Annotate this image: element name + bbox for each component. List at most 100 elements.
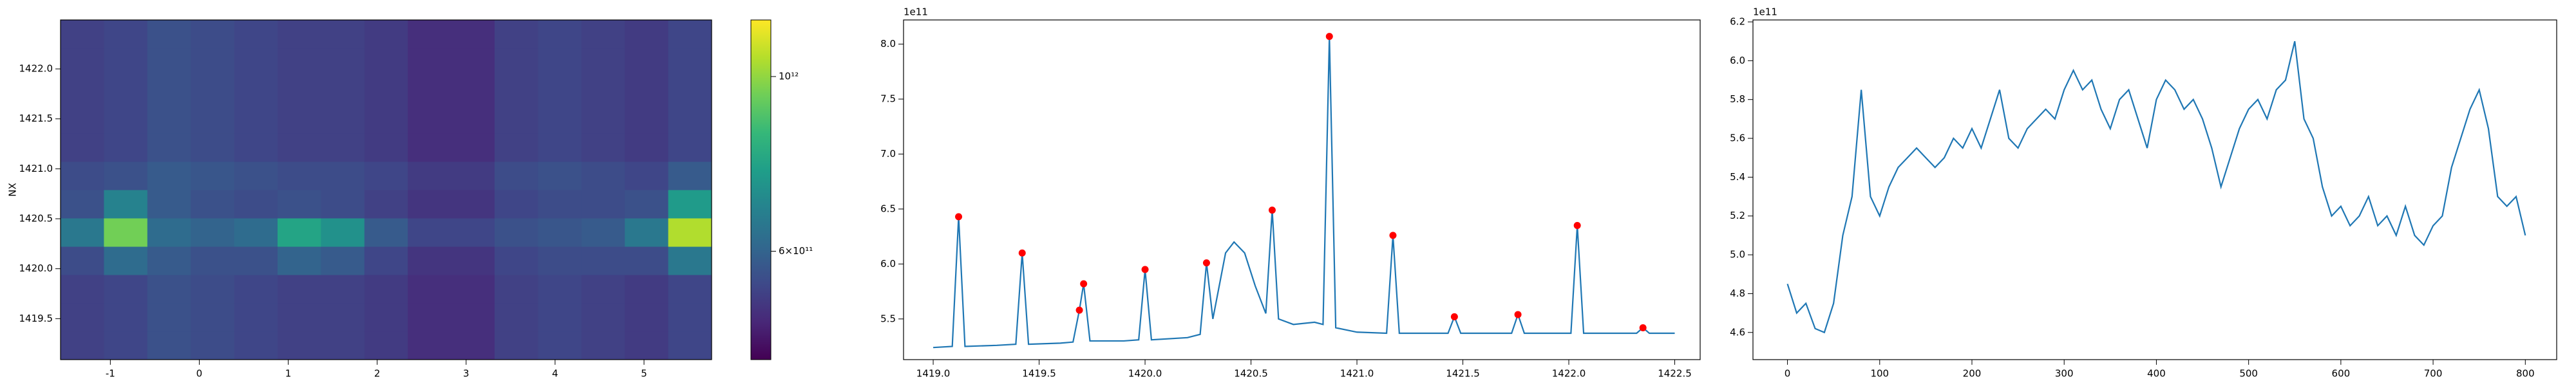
x-tick-label: 500	[2239, 368, 2258, 380]
x-tick-label: 1	[285, 368, 292, 380]
x-tick-label: 400	[2147, 368, 2166, 380]
heatmap-cell	[61, 190, 104, 219]
heatmap-cell	[61, 105, 104, 134]
heatmap-cell	[364, 77, 408, 106]
y-tick-label: 4.6	[1730, 326, 1745, 338]
heatmap-cell	[408, 246, 452, 275]
y-tick-label: 6.5	[880, 203, 896, 214]
peak-marker	[1514, 311, 1522, 318]
heatmap-cell	[234, 217, 278, 247]
heatmap-cell	[625, 77, 669, 106]
heatmap-cell	[147, 77, 191, 106]
heatmap-cell	[278, 302, 321, 332]
heatmap-cell	[625, 161, 669, 190]
heatmap-cell	[234, 48, 278, 77]
heatmap-cell	[538, 217, 582, 247]
y-tick-label: 6.0	[1730, 55, 1745, 66]
x-tick-label: 1421.0	[1340, 368, 1374, 380]
heatmap-cell	[191, 105, 235, 134]
heatmap-cell	[61, 217, 104, 247]
heatmap-cell	[61, 77, 104, 106]
heatmap-cell	[625, 133, 669, 162]
heatmap-cell	[495, 48, 538, 77]
heatmap-cell	[147, 275, 191, 304]
heatmap-cell	[278, 105, 321, 134]
heatmap-cell	[278, 77, 321, 106]
peak-marker	[1639, 324, 1647, 331]
heatmap-cell	[191, 190, 235, 219]
peak-marker	[1202, 259, 1210, 267]
heatmap-cell	[668, 133, 712, 162]
heatmap-cell	[364, 275, 408, 304]
heatmap-cell	[538, 302, 582, 332]
heatmap-cell	[364, 331, 408, 360]
heatmap-cell	[364, 20, 408, 49]
x-tick-label: 1422.0	[1552, 368, 1586, 380]
heatmap-cell	[495, 331, 538, 360]
heatmap-cell	[147, 302, 191, 332]
heatmap-cell	[581, 217, 625, 247]
heatmap-cell	[278, 217, 321, 247]
heatmap-cell	[234, 246, 278, 275]
heatmap-cell	[538, 275, 582, 304]
heatmap-cell	[581, 133, 625, 162]
heatmap-cell	[234, 161, 278, 190]
heatmap-cell	[364, 302, 408, 332]
heatmap-cell	[104, 246, 148, 275]
heatmap-cell	[321, 105, 365, 134]
heatmap-cell	[61, 20, 104, 49]
heatmap-cell	[234, 20, 278, 49]
heatmap-cell	[408, 217, 452, 247]
heatmap-cell	[104, 48, 148, 77]
x-tick-label: 1420.0	[1128, 368, 1162, 380]
heatmap-cell	[278, 246, 321, 275]
heatmap-cell	[581, 48, 625, 77]
y-offset-label: 1e11	[904, 6, 928, 18]
y-offset-label: 1e11	[1753, 6, 1777, 18]
heatmap-cell	[581, 77, 625, 106]
heatmap-cell	[625, 48, 669, 77]
heatmap-cell	[321, 190, 365, 219]
heatmap-cell	[364, 133, 408, 162]
heatmap-cell	[364, 48, 408, 77]
x-tick-label: 700	[2424, 368, 2443, 380]
y-tick-label: 5.4	[1730, 171, 1745, 183]
heatmap-cell	[278, 133, 321, 162]
axes-frame	[1752, 19, 2557, 360]
heatmap-cell	[364, 105, 408, 134]
heatmap-cell	[451, 133, 495, 162]
heatmap-cell	[668, 246, 712, 275]
heatmap-cell	[451, 331, 495, 360]
heatmap-cell	[668, 77, 712, 106]
heatmap-cell	[451, 302, 495, 332]
heatmap-cell	[495, 77, 538, 106]
heatmap-cell	[61, 48, 104, 77]
heatmap-cell	[408, 302, 452, 332]
heatmap-cell	[147, 105, 191, 134]
heatmap-cell	[234, 331, 278, 360]
heatmap-cell	[364, 217, 408, 247]
heatmap-cell	[581, 246, 625, 275]
heatmap-cell	[321, 302, 365, 332]
heatmap-cell	[147, 20, 191, 49]
data-line	[933, 36, 1675, 349]
heatmap-cell	[668, 217, 712, 247]
heatmap-cell	[147, 246, 191, 275]
heatmap-cell	[321, 246, 365, 275]
peak-marker	[1268, 207, 1276, 214]
y-tick-label: 4.8	[1730, 288, 1745, 299]
peak-marker	[1080, 280, 1088, 288]
y-tick-label: 7.5	[880, 93, 896, 105]
peak-marker	[1325, 33, 1333, 41]
heatmap-cell	[581, 302, 625, 332]
peak-marker	[1075, 306, 1083, 314]
x-tick-label: 3	[463, 368, 469, 380]
heatmap-cell	[234, 275, 278, 304]
heatmap-cell	[538, 161, 582, 190]
x-tick-label: 5	[641, 368, 647, 380]
y-tick-label: 8.0	[880, 38, 896, 50]
y-tick-label: 1421.0	[19, 163, 53, 174]
heatmap-cell	[581, 275, 625, 304]
heatmap-cell	[191, 48, 235, 77]
